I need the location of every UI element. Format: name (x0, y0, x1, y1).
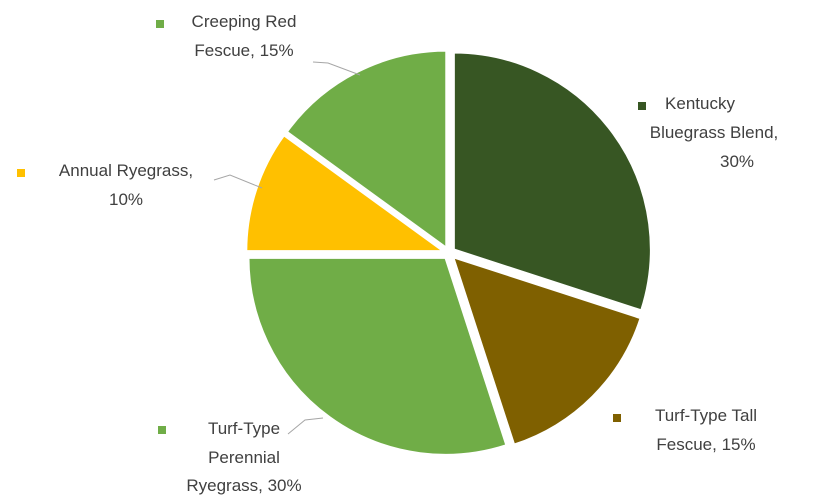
leader-line (287, 417, 324, 435)
pie-slice-creeping-red-fescue (285, 49, 448, 250)
pie-slice-annual-ryegrass (245, 133, 447, 253)
data-label-line: 10% (109, 190, 143, 209)
legend-markers (17, 20, 646, 434)
data-label-line: Turf-Type (208, 419, 280, 438)
legend-marker (158, 426, 166, 434)
data-label-line: 30% (720, 152, 754, 171)
data-label-line: Turf-Type Tall (655, 406, 757, 425)
legend-marker (17, 169, 25, 177)
pie-slices (245, 49, 652, 456)
pie-slice-turf-type-tall-fescue (451, 255, 642, 446)
data-label-line: Perennial (208, 448, 280, 467)
legend-marker (156, 20, 164, 28)
data-label-line: Annual Ryegrass, (59, 161, 193, 180)
data-label-line: Fescue, 15% (656, 435, 755, 454)
leader-lines (213, 61, 361, 435)
data-label: Kentucky Bluegrass Blend, 30% (650, 94, 779, 171)
data-label: Annual Ryegrass, 10% (59, 161, 193, 209)
data-label-line: Kentucky (665, 94, 735, 113)
data-label-line: Fescue, 15% (194, 41, 293, 60)
data-label-line: Ryegrass, 30% (186, 476, 301, 495)
leader-line (312, 61, 361, 76)
data-label-line: Creeping Red (192, 12, 297, 31)
data-label: Turf-Type Tall Fescue, 15% (655, 406, 757, 454)
slice-labels: Kentucky Bluegrass Blend, 30% Turf-Type Tal… (59, 12, 778, 495)
legend-marker (613, 414, 621, 422)
leader-line (213, 174, 263, 189)
pie-slice-kentucky-bluegrass-blend (452, 51, 652, 312)
data-label: Turf-Type Perennial Ryegrass, 30% (186, 419, 301, 495)
legend-marker (638, 102, 646, 110)
data-label: Creeping Red Fescue, 15% (192, 12, 297, 60)
data-label-line: Bluegrass Blend, (650, 123, 779, 142)
pie-slice-turf-type-perennial-ryegrass (247, 256, 508, 456)
